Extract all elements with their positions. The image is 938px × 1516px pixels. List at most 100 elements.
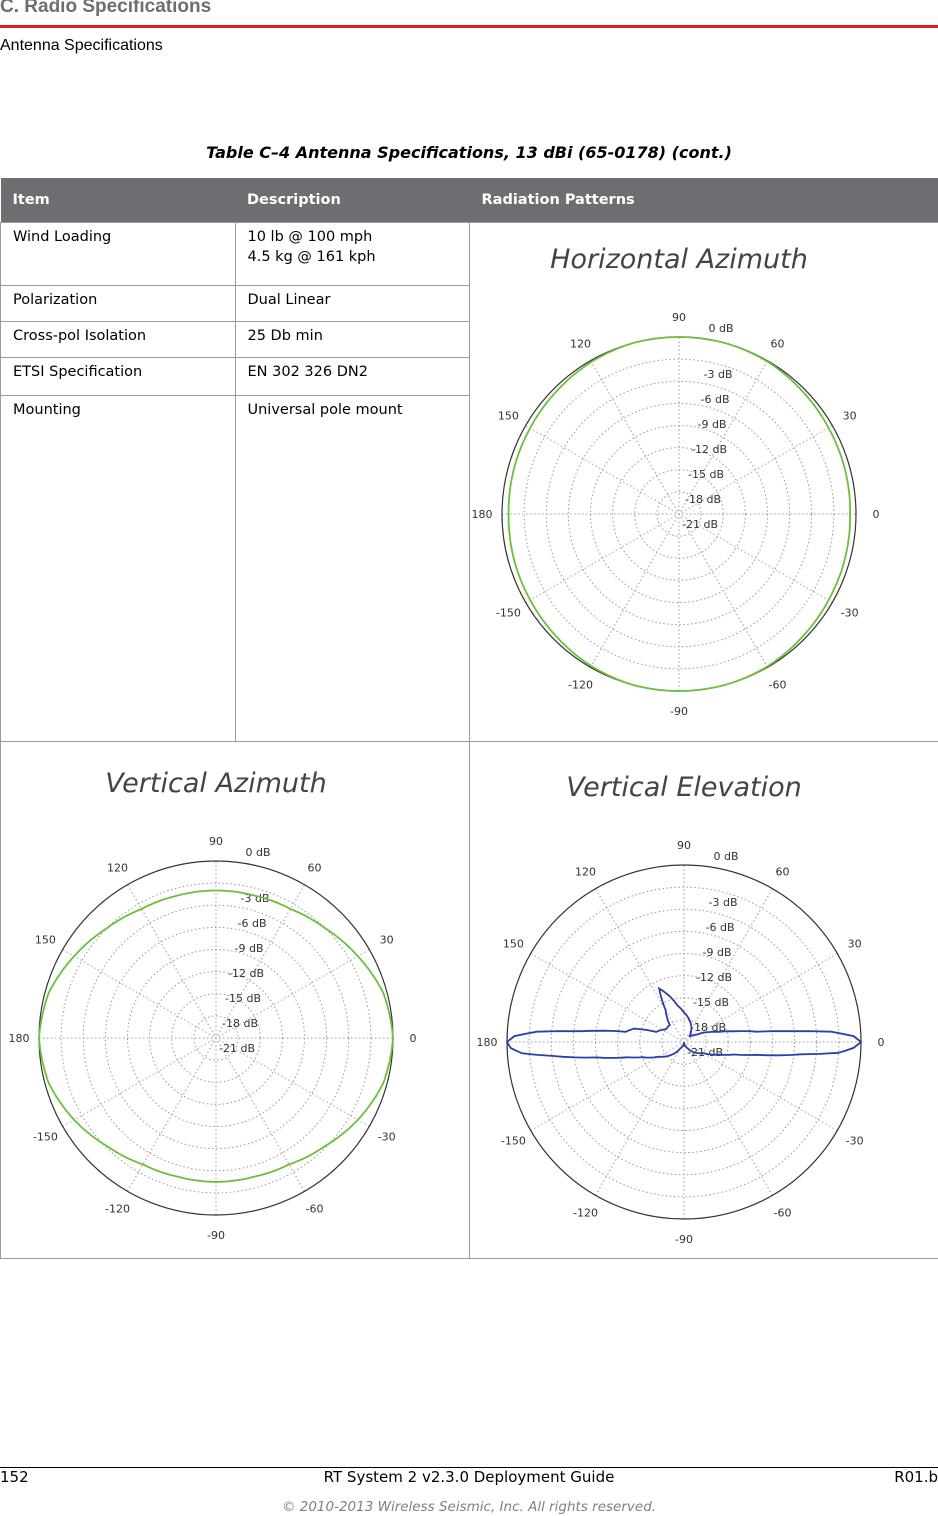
angle-tick-label: -60 bbox=[306, 1203, 324, 1216]
ring-tick-label: -3 dB bbox=[704, 368, 733, 381]
table-row: ETSI Specification EN 302 326 DN2 bbox=[0, 357, 938, 396]
angle-tick-label: -30 bbox=[378, 1131, 396, 1144]
angle-tick-label: 120 bbox=[575, 865, 596, 878]
ring-tick-label: -18 dB bbox=[222, 1017, 258, 1030]
angle-tick-label: -90 bbox=[670, 705, 688, 718]
ring-tick-label: -3 dB bbox=[241, 892, 270, 905]
document-title: RT System 2 v2.3.0 Deployment Guide bbox=[323, 1468, 615, 1486]
chart-title: Vertical Azimuth bbox=[105, 768, 326, 799]
grid-ring bbox=[617, 975, 751, 1109]
ring-tick-label: -6 dB bbox=[701, 393, 730, 406]
angle-tick-label: 60 bbox=[776, 865, 790, 878]
angle-tick-label: -60 bbox=[774, 1207, 792, 1220]
angle-tick-label: 0 bbox=[410, 1032, 417, 1045]
table-caption: Table C–4 Antenna Specifications, 13 dBi… bbox=[206, 143, 732, 162]
angle-tick-label: -60 bbox=[769, 679, 787, 692]
angle-tick-label: 0 bbox=[878, 1036, 885, 1049]
spec-table: Item Description Radiation Patterns Wind… bbox=[0, 178, 938, 1259]
copyright: © 2010-2013 Wireless Seismic, Inc. All r… bbox=[281, 1499, 657, 1515]
plot-cell: Vertical Elevation 90 60 30 0 -30 -60 -90 -120 -1… bbox=[469, 741, 938, 1259]
table-row: Vertical Azimuth 90 60 30 0 -30 -60 -90 -120 -150… bbox=[0, 741, 938, 1259]
ring-tick-label: -21 dB bbox=[687, 1046, 723, 1059]
grid-ring bbox=[612, 447, 746, 581]
plot-cell: Vertical Azimuth 90 60 30 0 -30 -60 -90 -120 -150… bbox=[0, 741, 470, 1259]
angle-tick-label: -30 bbox=[846, 1135, 864, 1148]
col-header: Description bbox=[235, 178, 470, 223]
angle-tick-label: -150 bbox=[33, 1131, 58, 1144]
angle-tick-label: 180 bbox=[9, 1032, 30, 1045]
vertical-azimuth-chart: Vertical Azimuth 90 60 30 0 -30 -60 -90 -120 -150… bbox=[9, 768, 417, 1242]
table-row: Wind Loading 10 lb @ 100 mph 4.5 kg @ 161… bbox=[0, 222, 938, 742]
description-cell: EN 302 326 DN2 bbox=[234, 357, 470, 396]
ring-tick-label: -3 dB bbox=[709, 896, 738, 909]
grid-ring bbox=[656, 491, 702, 537]
horizontal-azimuth-chart: Horizontal Azimuth 90 60 30 0 -30 -60 -90 -120 -1… bbox=[472, 244, 880, 718]
angle-tick-label: -120 bbox=[568, 679, 593, 692]
item-cell: Polarization bbox=[0, 284, 236, 322]
table-header: Item Description Radiation Patterns bbox=[0, 178, 938, 223]
description-line: 4.5 kg @ 161 kph bbox=[247, 249, 376, 265]
grid-ring bbox=[523, 358, 835, 670]
ring-tick-label: 0 dB bbox=[713, 850, 738, 863]
angle-tick-label: 90 bbox=[677, 839, 691, 852]
description-cell: Universal pole mount bbox=[234, 394, 470, 743]
item-cell: Wind Loading bbox=[0, 222, 236, 286]
ring-tick-label: -12 dB bbox=[228, 967, 264, 980]
page-number: 152 bbox=[0, 1468, 29, 1486]
angle-tick-label: 60 bbox=[308, 861, 322, 874]
grid-ring bbox=[149, 971, 283, 1105]
ring-tick-label: -21 dB bbox=[682, 518, 718, 531]
section-title: C. Radio Specifications bbox=[0, 0, 212, 17]
header-divider bbox=[0, 25, 938, 28]
angle-tick-label: 180 bbox=[477, 1036, 498, 1049]
footer-divider bbox=[0, 1467, 938, 1468]
chart-title: Horizontal Azimuth bbox=[550, 244, 808, 275]
grid-ring bbox=[193, 1015, 239, 1061]
angle-tick-label: -120 bbox=[573, 1207, 598, 1220]
angle-tick-label: 150 bbox=[498, 410, 519, 423]
angle-tick-label: 120 bbox=[107, 861, 128, 874]
angle-tick-label: 0 bbox=[873, 508, 880, 521]
grid-ring bbox=[572, 930, 796, 1154]
ring-tick-label: 0 dB bbox=[708, 322, 733, 335]
angle-tick-label: -120 bbox=[105, 1203, 130, 1216]
description-line: 10 lb @ 100 mph bbox=[247, 229, 373, 245]
col-header: Item bbox=[0, 178, 235, 223]
angle-tick-label: -150 bbox=[496, 607, 521, 620]
gain-pattern-line bbox=[38, 889, 394, 1183]
angle-tick-label: -150 bbox=[501, 1135, 526, 1148]
ring-tick-label: -6 dB bbox=[238, 917, 267, 930]
vertical-elevation-chart: Vertical Elevation 90 60 30 0 -30 -60 -90 -120 -1… bbox=[477, 772, 885, 1246]
ring-tick-label: -12 dB bbox=[691, 443, 727, 456]
ring-tick-label: -15 dB bbox=[225, 992, 261, 1005]
ring-tick-label: -9 dB bbox=[235, 942, 264, 955]
ring-tick-label: -15 dB bbox=[693, 996, 729, 1009]
angle-tick-label: 150 bbox=[503, 938, 524, 951]
chart-title: Vertical Elevation bbox=[566, 772, 802, 803]
table-row: Mounting Universal pole mount bbox=[0, 394, 938, 743]
col-header: Radiation Patterns bbox=[469, 178, 938, 223]
grid-ring bbox=[661, 1019, 707, 1065]
ring-tick-label: -18 dB bbox=[690, 1021, 726, 1034]
grid-ring bbox=[528, 886, 840, 1198]
page-subtitle: Antenna Specifications bbox=[0, 37, 163, 54]
ring-tick-label: -12 dB bbox=[696, 971, 732, 984]
angle-tick-label: 90 bbox=[672, 311, 686, 324]
angle-tick-label: 30 bbox=[843, 410, 857, 423]
angle-tick-label: 150 bbox=[35, 934, 56, 947]
angle-tick-label: 30 bbox=[848, 938, 862, 951]
angle-tick-label: 60 bbox=[771, 337, 785, 350]
ring-tick-label: 0 dB bbox=[245, 846, 270, 859]
angle-tick-label: 180 bbox=[472, 508, 493, 521]
gain-pattern-line bbox=[507, 336, 851, 692]
grid-ring bbox=[60, 882, 372, 1194]
ring-tick-label: -9 dB bbox=[698, 418, 727, 431]
angle-tick-label: -90 bbox=[675, 1233, 693, 1246]
angle-tick-label: -90 bbox=[207, 1229, 225, 1242]
description-cell: 25 Db min bbox=[234, 320, 470, 359]
description-cell: Dual Linear bbox=[234, 284, 470, 322]
revision: R01.b bbox=[894, 1468, 938, 1486]
table-row: Cross-pol Isolation 25 Db min bbox=[0, 320, 938, 359]
angle-tick-label: 120 bbox=[570, 337, 591, 350]
gain-pattern-line bbox=[505, 986, 863, 1059]
